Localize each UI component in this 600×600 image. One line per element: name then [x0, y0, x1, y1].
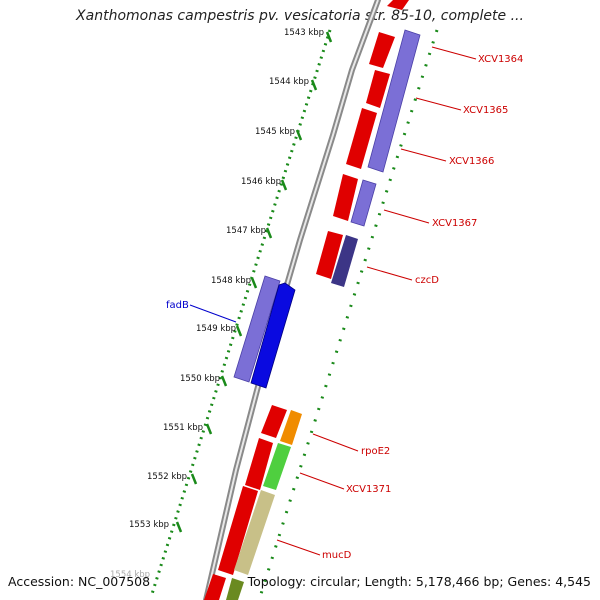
gene-feature-green[interactable]	[263, 443, 291, 490]
gene-feature-red[interactable]	[366, 70, 390, 108]
kbp-label: 1548 kbp	[211, 276, 251, 286]
kbp-label: 1554 kbp	[110, 570, 150, 580]
gene-feature-blue[interactable]	[367, 29, 421, 173]
kbp-label: 1553 kbp	[129, 520, 169, 530]
gene-feature-red[interactable]	[333, 174, 358, 221]
gene-label-xcv1365[interactable]: XCV1365	[463, 105, 508, 116]
gene-feature-tan[interactable]	[234, 490, 275, 575]
label-leaders	[189, 46, 477, 556]
gene-feature-red[interactable]	[387, 0, 409, 10]
gene-label-mucd[interactable]: mucD	[322, 550, 352, 561]
genome-summary-text: Topology: circular; Length: 5,178,466 bp…	[247, 574, 591, 589]
gene-label-xcv1366[interactable]: XCV1366	[449, 156, 494, 167]
gene-feature-red[interactable]	[346, 108, 377, 169]
gene-feature-blue[interactable]	[350, 179, 377, 227]
gene-feature-red[interactable]	[316, 231, 343, 279]
gene-label-xcv1364[interactable]: XCV1364	[478, 54, 523, 65]
ruler-labels: 1543 kbp 1544 kbp 1545 kbp 1546 kbp 1547…	[110, 28, 324, 580]
gene-feature-blue[interactable]	[250, 282, 296, 389]
gene-feature-fadb[interactable]	[233, 275, 281, 383]
kbp-label: 1551 kbp	[163, 423, 203, 433]
gene-label-fadb[interactable]: fadB	[166, 300, 189, 311]
ruler-ticks	[175, 31, 333, 533]
gene-label-xcv1371[interactable]: XCV1371	[346, 484, 391, 495]
kbp-label: 1546 kbp	[241, 177, 281, 187]
gene-feature-red[interactable]	[218, 486, 258, 575]
gene-feature-olive[interactable]	[226, 578, 244, 600]
kbp-label: 1547 kbp	[226, 226, 266, 236]
gene-label-rpoe2[interactable]: rpoE2	[361, 446, 390, 457]
gene-feature-red[interactable]	[261, 405, 287, 438]
gene-feature-orange[interactable]	[280, 410, 302, 445]
gene-feature-navy[interactable]	[331, 235, 358, 287]
gene-labels: XCV1364 XCV1365 XCV1366 XCV1367 czcD fad…	[166, 54, 523, 561]
map-title: Xanthomonas campestris pv. vesicatoria s…	[76, 8, 524, 24]
gene-label-xcv1367[interactable]: XCV1367	[432, 218, 477, 229]
gene-label-czcd[interactable]: czcD	[415, 275, 439, 286]
kbp-label: 1543 kbp	[284, 28, 324, 38]
kbp-label: 1544 kbp	[269, 77, 309, 87]
accession-text: Accession: NC_007508	[8, 574, 151, 589]
gene-feature-red[interactable]	[369, 32, 395, 68]
kbp-label: 1545 kbp	[255, 127, 295, 137]
genome-backbone-highlight	[205, 0, 379, 600]
gene-feature-red[interactable]	[245, 438, 273, 490]
kbp-label: 1549 kbp	[196, 324, 236, 334]
ruler-outer-track	[150, 29, 332, 595]
ruler-inner-track	[259, 29, 439, 595]
kbp-label: 1550 kbp	[180, 374, 220, 384]
kbp-label: 1552 kbp	[147, 472, 187, 482]
gene-feature-red[interactable]	[204, 574, 226, 600]
